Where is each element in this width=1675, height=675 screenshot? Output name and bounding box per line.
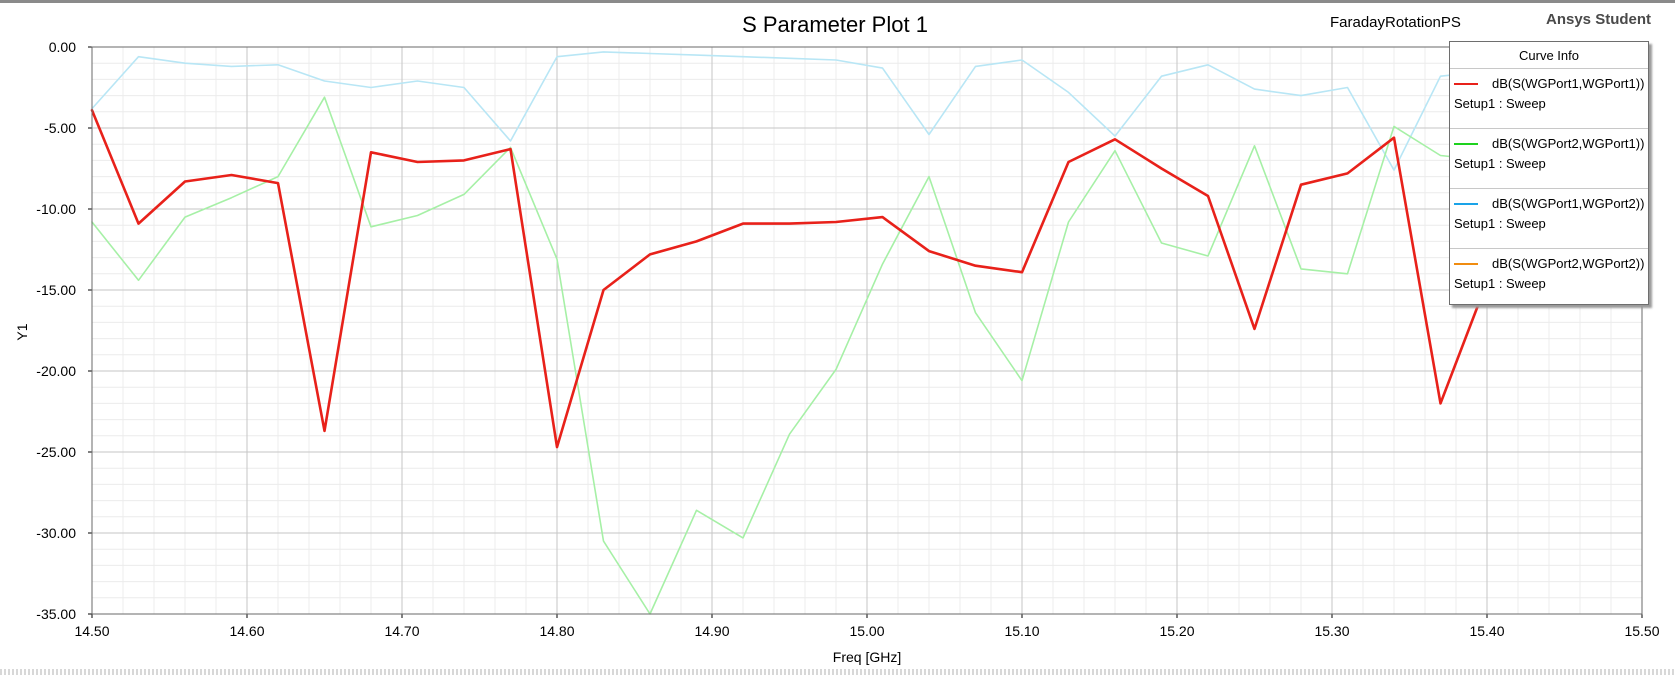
x-tick-label: 15.10 (1004, 623, 1039, 639)
curve-info-legend[interactable]: Curve Info dB(S(WGPort1,WGPort1)) Setup1… (1449, 41, 1649, 305)
legend-setup-name: Setup1 : Sweep (1454, 276, 1546, 291)
x-tick-label: 15.50 (1624, 623, 1659, 639)
y-tick-labels: 0.00 -5.00 -10.00 -15.00 -20.00 -25.00 -30.00 -… (36, 39, 76, 622)
plot-border (91, 46, 1643, 615)
y-tick-label: -10.00 (36, 201, 76, 217)
x-tick-label: 14.60 (229, 623, 264, 639)
y-axis-label: Y1 (14, 323, 30, 340)
legend-setup-name: Setup1 : Sweep (1454, 216, 1546, 231)
legend-swatch (1454, 143, 1478, 145)
legend-item[interactable]: dB(S(WGPort1,WGPort2)) Setup1 : Sweep (1450, 189, 1648, 249)
x-tick-label: 14.70 (384, 623, 419, 639)
y-tick-label: -15.00 (36, 282, 76, 298)
legend-curve-name: dB(S(WGPort2,WGPort2)) (1492, 256, 1645, 271)
brand-label: Ansys Student (1546, 11, 1652, 28)
x-axis-label: Freq [GHz] (833, 649, 901, 665)
series-line-1 (91, 96, 1488, 615)
y-tick-label: -30.00 (36, 525, 76, 541)
legend-swatch (1454, 83, 1478, 85)
legend-curve-name: dB(S(WGPort2,WGPort1)) (1492, 136, 1645, 151)
y-tick-label: -35.00 (36, 606, 76, 622)
series-lines (90, 51, 1489, 615)
legend-item[interactable]: dB(S(WGPort2,WGPort1)) Setup1 : Sweep (1450, 129, 1648, 189)
x-tick-label: 15.00 (849, 623, 884, 639)
y-tick-label: -5.00 (44, 120, 76, 136)
legend-curve-name: dB(S(WGPort1,WGPort2)) (1492, 196, 1645, 211)
series-line-0 (90, 108, 1489, 449)
series-line-2 (91, 51, 1488, 171)
legend-setup-name: Setup1 : Sweep (1454, 156, 1546, 171)
x-tick-label: 15.40 (1469, 623, 1504, 639)
legend-curve-name: dB(S(WGPort1,WGPort1)) (1492, 76, 1645, 91)
x-tick-label: 14.90 (694, 623, 729, 639)
plot-frame (91, 46, 1643, 615)
legend-swatch (1454, 203, 1478, 205)
legend-item[interactable]: dB(S(WGPort1,WGPort1)) Setup1 : Sweep (1450, 69, 1648, 129)
legend-item[interactable]: dB(S(WGPort2,WGPort2)) Setup1 : Sweep (1450, 249, 1648, 308)
x-tick-label: 15.20 (1159, 623, 1194, 639)
y-tick-label: 0.00 (49, 39, 76, 55)
legend-setup-name: Setup1 : Sweep (1454, 96, 1546, 111)
window-top-border (0, 0, 1675, 3)
project-name: FaradayRotationPS (1330, 14, 1461, 31)
window-bottom-border (0, 669, 1675, 675)
x-tick-label: 14.50 (74, 623, 109, 639)
x-tick-label: 14.80 (539, 623, 574, 639)
legend-title: Curve Info (1450, 48, 1648, 69)
x-tick-label: 15.30 (1314, 623, 1349, 639)
major-grid (88, 46, 1643, 618)
legend-swatch (1454, 263, 1478, 265)
chart-title: S Parameter Plot 1 (742, 12, 928, 37)
y-tick-label: -20.00 (36, 363, 76, 379)
x-tick-labels: 14.50 14.60 14.70 14.80 14.90 15.00 15.10 15.20… (74, 623, 1659, 639)
y-tick-label: -25.00 (36, 444, 76, 460)
